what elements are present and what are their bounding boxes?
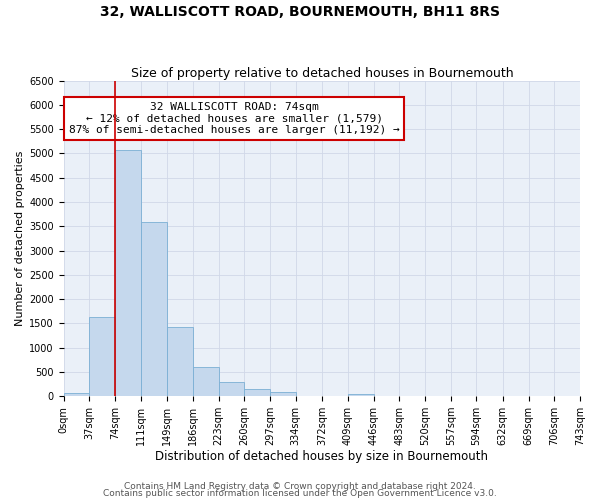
Bar (141, 222, 167, 396)
Y-axis label: Number of detached properties: Number of detached properties (15, 150, 25, 326)
Bar (270, 392, 296, 396)
Bar (218, 382, 244, 396)
Bar (89, 318, 115, 396)
Bar (193, 366, 218, 396)
Bar (167, 327, 193, 396)
Bar (348, 394, 374, 396)
Bar (64, 392, 89, 396)
Bar (115, 150, 141, 396)
X-axis label: Distribution of detached houses by size in Bournemouth: Distribution of detached houses by size … (155, 450, 488, 462)
Title: Size of property relative to detached houses in Bournemouth: Size of property relative to detached ho… (131, 66, 513, 80)
Text: 32, WALLISCOTT ROAD, BOURNEMOUTH, BH11 8RS: 32, WALLISCOTT ROAD, BOURNEMOUTH, BH11 8… (100, 5, 500, 19)
Text: Contains public sector information licensed under the Open Government Licence v3: Contains public sector information licen… (103, 489, 497, 498)
Bar (244, 389, 270, 396)
Text: Contains HM Land Registry data © Crown copyright and database right 2024.: Contains HM Land Registry data © Crown c… (124, 482, 476, 491)
Text: 32 WALLISCOTT ROAD: 74sqm
← 12% of detached houses are smaller (1,579)
87% of se: 32 WALLISCOTT ROAD: 74sqm ← 12% of detac… (68, 102, 400, 135)
